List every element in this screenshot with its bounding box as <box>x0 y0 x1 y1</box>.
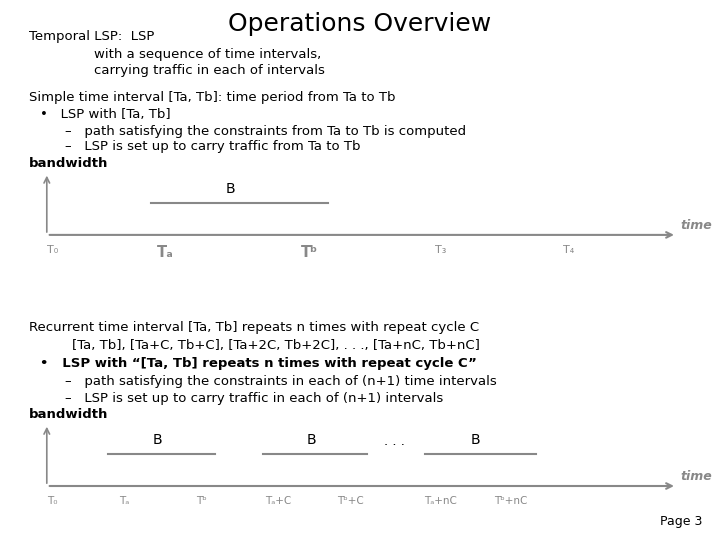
Text: Temporal LSP:  LSP: Temporal LSP: LSP <box>29 30 154 43</box>
Text: T₀: T₀ <box>48 496 58 506</box>
Text: with a sequence of time intervals,: with a sequence of time intervals, <box>94 48 321 60</box>
Text: –   path satisfying the constraints from Ta to Tb is computed: – path satisfying the constraints from T… <box>65 125 466 138</box>
Text: Simple time interval [Ta, Tb]: time period from Ta to Tb: Simple time interval [Ta, Tb]: time peri… <box>29 91 395 104</box>
Text: Tᵇ: Tᵇ <box>301 245 318 260</box>
Text: Operations Overview: Operations Overview <box>228 12 492 36</box>
Text: Tₐ: Tₐ <box>119 496 129 506</box>
Text: Tₐ+nC: Tₐ+nC <box>424 496 457 506</box>
Text: bandwidth: bandwidth <box>29 408 108 421</box>
Text: Tᵇ+nC: Tᵇ+nC <box>495 496 528 506</box>
Text: Tᵇ: Tᵇ <box>197 496 207 506</box>
Text: time: time <box>680 470 712 483</box>
Text: Page 3: Page 3 <box>660 515 702 528</box>
Text: T₄: T₄ <box>563 245 575 255</box>
Text: Tₐ: Tₐ <box>157 245 174 260</box>
Text: •   LSP with [Ta, Tb]: • LSP with [Ta, Tb] <box>40 108 170 121</box>
Text: B: B <box>152 433 162 447</box>
Text: •   LSP with “[Ta, Tb] repeats n times with repeat cycle C”: • LSP with “[Ta, Tb] repeats n times wit… <box>40 357 477 370</box>
Text: –   LSP is set up to carry traffic from Ta to Tb: – LSP is set up to carry traffic from Ta… <box>65 140 360 153</box>
Text: bandwidth: bandwidth <box>29 157 108 170</box>
Text: Tₐ+C: Tₐ+C <box>266 496 292 506</box>
Text: . . .: . . . <box>384 435 405 448</box>
Text: [Ta, Tb], [Ta+C, Tb+C], [Ta+2C, Tb+2C], . . ., [Ta+nC, Tb+nC]: [Ta, Tb], [Ta+C, Tb+C], [Ta+2C, Tb+2C], … <box>72 339 480 352</box>
Text: B: B <box>306 433 316 447</box>
Text: Tᵇ+C: Tᵇ+C <box>337 496 364 506</box>
Text: –   path satisfying the constraints in each of (n+1) time intervals: – path satisfying the constraints in eac… <box>65 375 497 388</box>
Text: time: time <box>680 219 712 232</box>
Text: carrying traffic in each of intervals: carrying traffic in each of intervals <box>94 64 325 77</box>
Text: B: B <box>470 433 480 447</box>
Text: T₃: T₃ <box>435 245 446 255</box>
Text: T₀: T₀ <box>47 245 58 255</box>
Text: B: B <box>225 182 235 196</box>
Text: Recurrent time interval [Ta, Tb] repeats n times with repeat cycle C: Recurrent time interval [Ta, Tb] repeats… <box>29 321 479 334</box>
Text: –   LSP is set up to carry traffic in each of (n+1) intervals: – LSP is set up to carry traffic in each… <box>65 392 443 405</box>
